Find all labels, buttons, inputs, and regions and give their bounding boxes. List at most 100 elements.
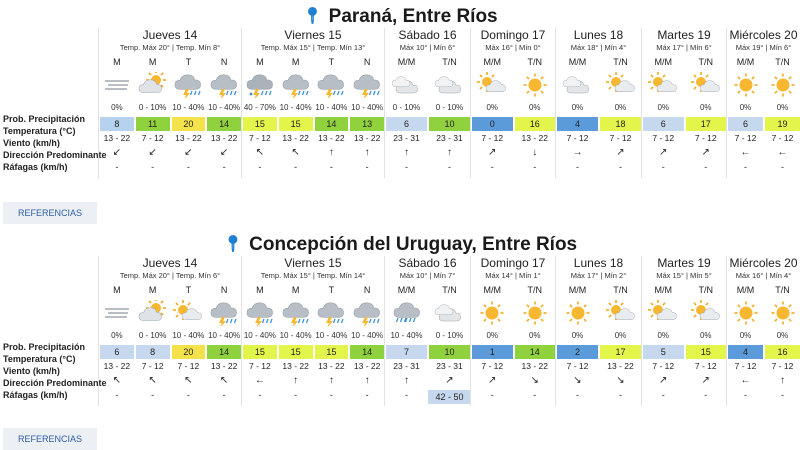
day-column: Viernes 15 Temp. Máx 15° | Temp. Mín 13° M… [241, 28, 384, 178]
forecast-slot: M/M 0% 6 7 - 12 ← - [727, 28, 764, 178]
wind-direction-arrow-icon: ↑ [328, 147, 334, 158]
precip-probability: 0% [699, 103, 712, 112]
storm-icon [281, 300, 311, 328]
precip-probability: 10 - 40% [172, 331, 205, 340]
wind-direction-arrow-icon: ← [254, 375, 265, 386]
gust-value: - [661, 390, 665, 400]
day-name: Domingo 17 [480, 256, 546, 270]
wind-speed: 7 - 12 [481, 133, 504, 143]
gust-value: - [405, 162, 408, 172]
temperature-cell: 10 [429, 345, 470, 359]
city-block: 📍︎ Concepción del Uruguay, Entre Ríos Prob… [0, 230, 800, 450]
wind-direction-arrow-icon: ↙ [219, 147, 229, 158]
wind-speed: 7 - 12 [609, 133, 632, 143]
gust-value: - [151, 390, 155, 400]
wind-direction-arrow-icon: ↖ [291, 147, 300, 158]
gust-value: - [490, 390, 494, 400]
temperature-cell: 18 [600, 117, 641, 131]
day-column: Domingo 17 Máx 16° | Mín 0° M/M 0% 0 7 - 12 ↗ -… [470, 28, 555, 178]
temperature-cell: 15 [243, 345, 277, 359]
forecast-slot: T/N 0% 18 7 - 12 ↗ - [599, 28, 642, 178]
forecast-slot: M 10 - 40% 15 13 - 22 ↑ - [278, 256, 314, 406]
wind-speed: 23 - 31 [393, 361, 420, 371]
label-prob: Prob. Precipitación [3, 114, 86, 124]
gust-highlight: 42 - 50 [428, 390, 471, 404]
storm-icon [209, 72, 239, 100]
day-temps: Máx 10° | Mín 7° [399, 271, 456, 280]
gust-value: - [744, 162, 747, 172]
wind-direction-arrow-icon: ↑ [447, 147, 452, 158]
wind-speed: 7 - 12 [652, 361, 675, 371]
map-pin-icon: 📍︎ [222, 236, 244, 253]
day-column: Martes 19 Máx 15° | Mín 5° M/M 0% 5 7 - 12 ↗ - T… [641, 256, 726, 406]
wind-speed: 7 - 12 [141, 361, 164, 371]
slot-period: M/M [483, 285, 502, 295]
day-column: Jueves 14 Temp. Máx 20° | Temp. Mín 8° M 0%… [98, 28, 241, 178]
precip-probability: 10 - 40% [351, 331, 384, 340]
slot-period: M/M [397, 57, 416, 67]
temperature-cell: 14 [350, 345, 384, 359]
slot-period: M/M [568, 57, 587, 67]
precip-probability: 10 - 40% [390, 331, 423, 340]
storm-rain-icon [245, 72, 275, 100]
partly-cloudy-icon [138, 298, 168, 326]
temperature-cell: 6 [386, 117, 427, 131]
day-name: Martes 19 [657, 28, 711, 42]
temperature-cell: 7 [386, 345, 427, 359]
forecast-slot: M/M 0% 2 7 - 12 ↘ - [556, 256, 599, 406]
slot-period: T/N [613, 57, 628, 67]
wind-speed: 7 - 12 [734, 361, 757, 371]
precip-probability: 0% [614, 103, 627, 112]
references-button[interactable]: REFERENCIAS [3, 202, 97, 224]
wind-direction-arrow-icon: ← [740, 375, 751, 386]
wind-speed: 7 - 12 [694, 133, 717, 143]
temperature-cell: 4 [728, 345, 763, 359]
wind-speed: 13 - 22 [318, 133, 345, 143]
wind-speed: 7 - 12 [652, 133, 675, 143]
city-block: 📍︎ Paraná, Entre Ríos Prob. Precipitación T… [0, 2, 800, 224]
sun-icon [731, 300, 761, 326]
slot-period: T/N [698, 285, 714, 295]
wind-direction-arrow-icon: ↘ [573, 375, 582, 386]
wind-speed: 7 - 12 [141, 133, 164, 143]
gust-value: - [576, 390, 579, 400]
precip-probability: 0% [528, 331, 541, 340]
wind-direction-arrow-icon: ↘ [616, 375, 625, 386]
temperature-cell: 2 [557, 345, 598, 359]
slot-period: T [328, 285, 335, 295]
wind-speed: 7 - 12 [249, 361, 271, 371]
wind-direction-arrow-icon: ↖ [148, 375, 157, 386]
gust-value: - [329, 390, 333, 400]
day-column: Lunes 18 Máx 18° | Mín 4° M/M 0% 4 7 - 12 → - T/… [555, 28, 641, 178]
wind-speed: 13 - 22 [318, 361, 345, 371]
precip-probability: 10 - 40% [208, 103, 241, 112]
references-button[interactable]: REFERENCIAS [3, 428, 97, 450]
gust-value: - [744, 390, 747, 400]
temperature-cell: 20 [171, 345, 206, 359]
wind-speed: 7 - 12 [734, 133, 757, 143]
day-name: Miércoles 20 [729, 256, 798, 270]
day-temps: Máx 17° | Mín 6° [656, 43, 712, 52]
forecast-slot: M/M 0% 1 7 - 12 ↗ - [471, 256, 514, 406]
precip-probability: 0% [776, 103, 789, 112]
gust-value: - [533, 162, 537, 172]
slot-period: T/N [698, 57, 714, 67]
forecast-slot: T 10 - 40% 14 13 - 22 ↑ - [314, 28, 350, 178]
precip-probability: 10 - 40% [208, 331, 241, 340]
precip-probability: 0% [739, 331, 752, 340]
gust-value: - [704, 390, 708, 400]
gust-value: - [294, 162, 298, 172]
sun-icon [731, 72, 761, 98]
label-gust: Ráfagas (km/h) [3, 162, 68, 172]
precip-probability: 0% [571, 103, 584, 112]
label-wind: Viento (km/h) [3, 138, 60, 148]
temperature-cell: 14 [314, 117, 349, 131]
wind-direction-arrow-icon: ↙ [148, 147, 157, 158]
slot-period: M [291, 285, 300, 295]
slot-period: T/N [613, 285, 628, 295]
partly-sunny-icon [477, 72, 507, 98]
gust-value: - [661, 162, 665, 172]
storm-icon [281, 72, 311, 100]
temperature-cell: 6 [100, 345, 134, 359]
precip-probability: 10 - 40% [243, 331, 276, 340]
